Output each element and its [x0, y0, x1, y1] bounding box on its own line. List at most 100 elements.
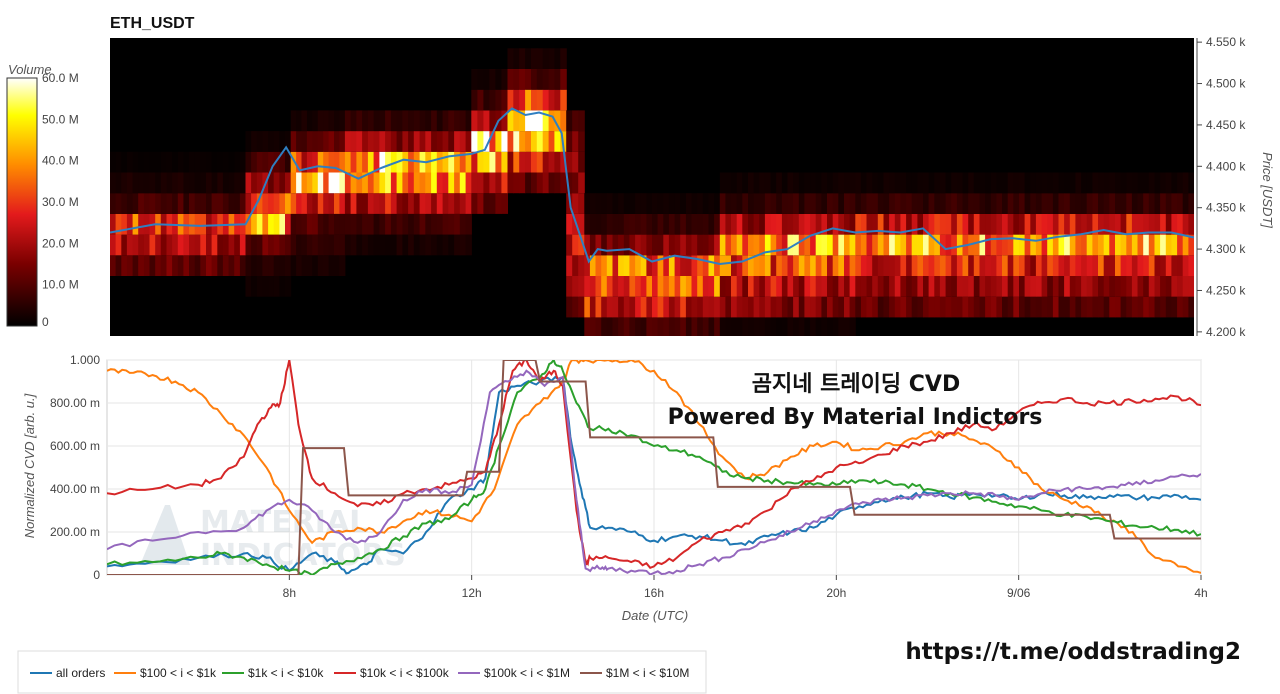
- heatmap-cell: [262, 193, 269, 214]
- heatmap-cell: [1007, 296, 1014, 318]
- heatmap-cell: [1069, 255, 1076, 276]
- heatmap-cell: [1143, 276, 1150, 297]
- heatmap-cell: [923, 213, 930, 235]
- heatmap-cell: [578, 255, 585, 276]
- heatmap-cell: [251, 172, 258, 194]
- heatmap-cell: [827, 193, 834, 214]
- heatmap-cell: [189, 213, 196, 235]
- heatmap-cell: [866, 193, 873, 214]
- heatmap-cell: [798, 317, 805, 336]
- heatmap-cell: [849, 193, 856, 214]
- heatmap-cell: [566, 213, 573, 235]
- legend-label[interactable]: $100 < i < $1k: [140, 666, 217, 680]
- heatmap-cell: [362, 131, 369, 152]
- heatmap-cell: [177, 172, 184, 194]
- heatmap-cell: [385, 151, 392, 173]
- heatmap-cell: [708, 255, 715, 276]
- heatmap-cell: [160, 234, 167, 256]
- heatmap-cell: [883, 296, 890, 318]
- cvd-line-4: [107, 369, 1201, 575]
- heatmap-cell: [668, 234, 676, 256]
- heatmap-cell: [736, 317, 743, 336]
- heatmap-cell: [301, 131, 308, 152]
- heatmap-cell: [810, 193, 817, 214]
- heatmap-cell: [866, 172, 873, 194]
- heatmap-cell: [290, 234, 297, 256]
- heatmap-cell: [548, 48, 556, 69]
- heatmap-cell: [525, 172, 532, 194]
- heatmap-cell: [425, 213, 432, 235]
- heatmap-cell: [373, 234, 380, 256]
- cvd-y-tick-label: 600.00 m: [50, 439, 100, 453]
- legend-label[interactable]: all orders: [56, 666, 105, 680]
- logo-watermark: MATERIAL INDICATORS: [140, 505, 406, 573]
- heatmap-cell: [668, 276, 676, 297]
- legend-label[interactable]: $1M < i < $10M: [606, 666, 689, 680]
- legend-label[interactable]: $100k < i < $1M: [484, 666, 570, 680]
- heatmap-cell: [742, 234, 749, 256]
- heatmap-cell: [668, 193, 676, 214]
- heatmap-cell: [923, 193, 930, 214]
- price-tick-label: 4.350 k: [1206, 201, 1246, 215]
- heatmap-cell: [1064, 213, 1071, 235]
- heatmap-cell: [1030, 255, 1037, 276]
- heatmap-cell: [1030, 234, 1037, 256]
- heatmap-cell: [334, 172, 340, 194]
- heatmap-cell: [1182, 255, 1189, 276]
- heatmap-cell: [776, 213, 783, 235]
- heatmap-cell: [798, 255, 805, 276]
- heatmap-cell: [939, 172, 947, 194]
- heatmap-cell: [356, 213, 363, 235]
- footer-link[interactable]: https://t.me/oddstrading2: [905, 639, 1241, 665]
- heatmap-cell: [1171, 193, 1178, 214]
- heatmap-cell: [1109, 276, 1116, 297]
- heatmap-cell: [1165, 193, 1172, 214]
- heatmap-cell: [685, 276, 693, 297]
- heatmap-cell: [525, 89, 532, 111]
- heatmap-cell: [448, 234, 455, 256]
- price-tick-label: 4.400 k: [1206, 159, 1246, 173]
- heatmap-cell: [844, 296, 851, 318]
- heatmap-cell: [454, 110, 461, 132]
- heatmap-cell: [714, 193, 721, 214]
- heatmap-cell: [296, 172, 303, 194]
- heatmap-cell: [328, 151, 335, 173]
- heatmap-cell: [770, 172, 777, 194]
- heatmap-cell: [781, 234, 789, 256]
- heatmap-cell: [883, 234, 890, 256]
- heatmap-cell: [810, 255, 817, 276]
- heatmap-cell: [531, 89, 538, 111]
- heatmap-cell: [495, 89, 502, 111]
- heatmap-cell: [855, 213, 862, 235]
- heatmap-cell: [911, 255, 918, 276]
- heatmap-cell: [350, 193, 357, 214]
- heatmap-cell: [832, 213, 839, 235]
- heatmap-cell: [951, 296, 958, 318]
- cvd-x-tick-label: 4h: [1194, 586, 1207, 600]
- heatmap-cell: [234, 234, 241, 256]
- legend-label[interactable]: $1k < i < $10k: [248, 666, 324, 680]
- legend-label[interactable]: $10k < i < $100k: [360, 666, 450, 680]
- heatmap-cell: [1058, 213, 1065, 235]
- heatmap-cell: [1154, 213, 1161, 235]
- heatmap-cell: [138, 234, 145, 256]
- heatmap-cell: [838, 317, 845, 336]
- heatmap-cell: [328, 131, 335, 152]
- heatmap-cell: [832, 255, 839, 276]
- heatmap-cell: [849, 213, 856, 235]
- heatmap-cell: [939, 193, 947, 214]
- heatmap-cell: [838, 234, 845, 256]
- heatmap-cell: [1143, 296, 1150, 318]
- heatmap-cell: [285, 234, 292, 256]
- heatmap-cell: [844, 255, 851, 276]
- heatmap-cell: [115, 234, 122, 256]
- heatmap-cell: [1115, 172, 1122, 194]
- heatmap-cell: [618, 276, 625, 297]
- heatmap-cell: [317, 234, 324, 256]
- heatmap-cell: [798, 172, 805, 194]
- heatmap-cell: [1148, 296, 1155, 318]
- heatmap-cell: [629, 213, 636, 235]
- heatmap-cell: [262, 234, 269, 256]
- heatmap-cell: [362, 193, 369, 214]
- heatmap-cell: [448, 172, 455, 194]
